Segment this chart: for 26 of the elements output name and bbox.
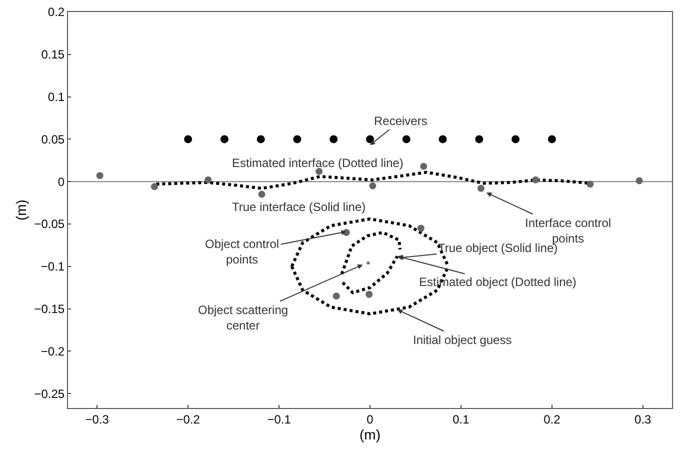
annotation: Receivers [374, 114, 428, 128]
y-tick-label: −0.2 [40, 344, 65, 358]
y-tick-label: −0.1 [40, 260, 65, 274]
y-tick-label: 0.1 [48, 90, 65, 104]
annotation: Estimated object (Dotted line) [419, 275, 576, 289]
annotation: Estimated interface (Dotted line) [232, 156, 404, 170]
x-tick-label: 0.3 [634, 412, 652, 426]
y-tick-label: 0 [58, 174, 65, 189]
x-tick-label: −0.3 [85, 412, 110, 426]
y-tick-label: −0.05 [34, 217, 65, 232]
x-tick-label: 0.1 [452, 412, 470, 426]
y-tick-label: 0.15 [41, 48, 65, 62]
annotation: True interface (Solid line) [232, 200, 366, 214]
x-tick-label: 0 [366, 412, 374, 426]
x-axis-title: (m) [360, 426, 380, 442]
y-tick-label: −0.15 [34, 302, 65, 316]
annotation: Object scattering center [198, 303, 288, 333]
y-tick-label: −0.25 [34, 386, 65, 401]
annotation: Initial object guess [413, 333, 512, 347]
annotation: Object control points [205, 237, 280, 267]
x-tick-label: −0.1 [267, 412, 292, 426]
y-tick-label: 0.2 [48, 5, 65, 20]
y-tick-label: 0.05 [41, 132, 65, 146]
y-axis-title: (m) [12, 200, 29, 220]
x-tick-label: −0.2 [176, 412, 200, 426]
x-tick-label: 0.2 [544, 412, 561, 426]
